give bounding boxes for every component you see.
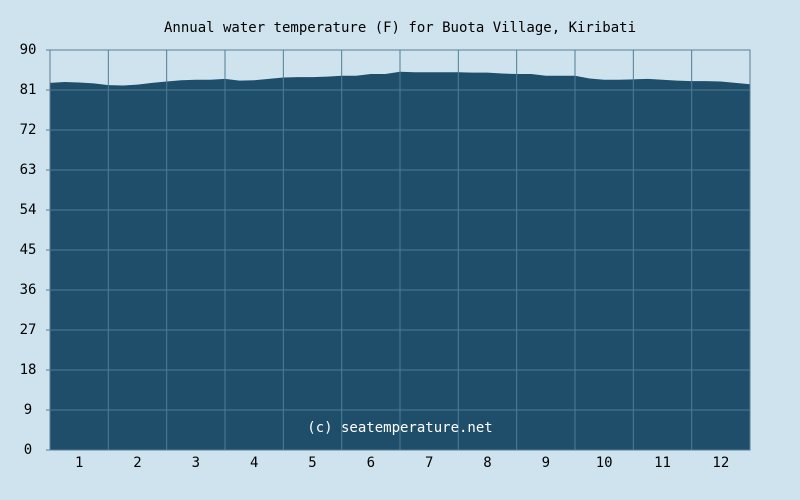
- x-tick-label: 2: [133, 455, 141, 471]
- x-tick-label: 5: [308, 455, 316, 471]
- y-tick-label: 72: [20, 122, 37, 138]
- x-tick-label: 4: [250, 455, 258, 471]
- x-tick-label: 7: [425, 455, 433, 471]
- y-tick-label: 54: [20, 202, 37, 218]
- y-tick-label: 36: [20, 282, 37, 298]
- x-tick-label: 11: [654, 455, 671, 471]
- x-tick-label: 8: [483, 455, 491, 471]
- y-tick-label: 90: [20, 42, 37, 58]
- x-tick-label: 12: [712, 455, 729, 471]
- plot-border: [49, 49, 751, 451]
- x-tick-label: 10: [596, 455, 613, 471]
- y-tick-label: 45: [20, 242, 37, 258]
- x-tick-label: 9: [542, 455, 550, 471]
- y-tick-label: 63: [20, 162, 37, 178]
- y-tick-label: 0: [24, 442, 32, 458]
- x-tick-label: 3: [192, 455, 200, 471]
- x-tick-label: 6: [367, 455, 375, 471]
- y-tick-label: 81: [20, 82, 37, 98]
- y-tick-label: 9: [24, 402, 32, 418]
- x-tick-label: 1: [75, 455, 83, 471]
- chart-title: Annual water temperature (F) for Buota V…: [164, 20, 636, 36]
- y-tick-label: 27: [20, 322, 37, 338]
- watermark: (c) seatemperature.net: [307, 420, 492, 436]
- y-tick-label: 18: [20, 362, 37, 378]
